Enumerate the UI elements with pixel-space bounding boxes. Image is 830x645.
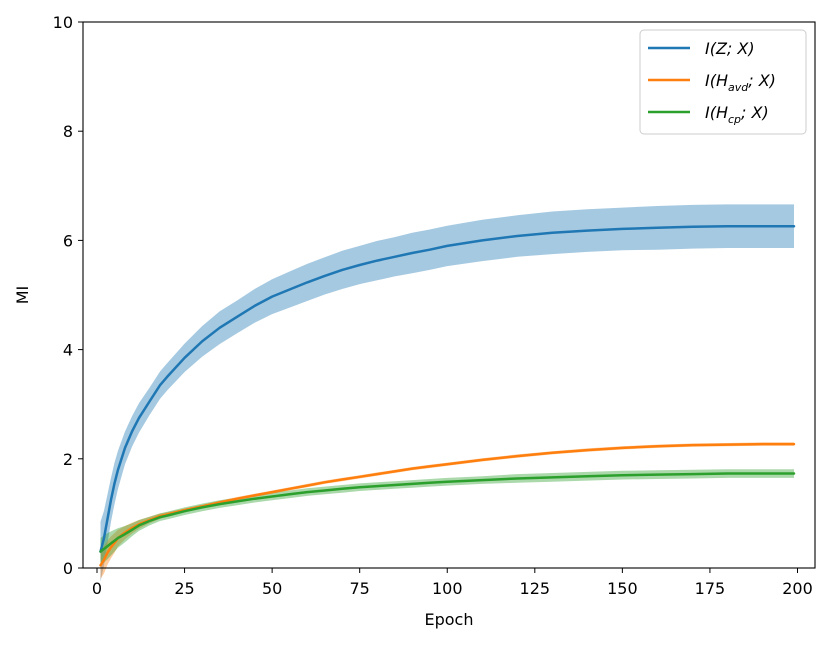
line-series-2 [99, 442, 796, 567]
legend-label-1: I(Z; X) [705, 39, 755, 58]
y-axis-ticks: 0 2 4 6 8 10 [53, 13, 83, 578]
legend-label-3: I(Hcp; X) [705, 103, 769, 126]
plot-frame [82, 21, 816, 569]
x-tick-label: 200 [782, 579, 813, 598]
y-axis-label: MI [13, 286, 32, 305]
x-axis-ticks: 0 25 50 75 100 125 150 175 200 [92, 568, 813, 598]
legend: I(Z; X) I(Havd; X) I(Hcp; X) [639, 29, 807, 135]
x-tick-label: 25 [174, 579, 194, 598]
y-tick-label: 4 [63, 341, 73, 360]
y-tick-label: 6 [63, 231, 73, 250]
x-tick-label: 0 [92, 579, 102, 598]
band-series-3 [100, 469, 794, 566]
confidence-bands [100, 204, 794, 582]
x-tick-label: 100 [432, 579, 463, 598]
line-series-3 [99, 472, 796, 553]
legend-label-2: I(Havd; X) [705, 71, 776, 94]
x-axis-label: Epoch [425, 610, 474, 629]
x-tick-label: 75 [350, 579, 370, 598]
legend-box [639, 29, 807, 135]
y-tick-label: 8 [63, 122, 73, 141]
line-series-1 [99, 224, 796, 553]
x-tick-label: 150 [607, 579, 638, 598]
band-series-1 [100, 204, 794, 582]
series-lines [99, 224, 796, 567]
y-tick-label: 2 [63, 450, 73, 469]
y-tick-label: 10 [53, 13, 73, 32]
x-tick-label: 125 [520, 579, 551, 598]
y-tick-label: 0 [63, 559, 73, 578]
x-tick-label: 175 [695, 579, 726, 598]
x-tick-label: 50 [262, 579, 282, 598]
